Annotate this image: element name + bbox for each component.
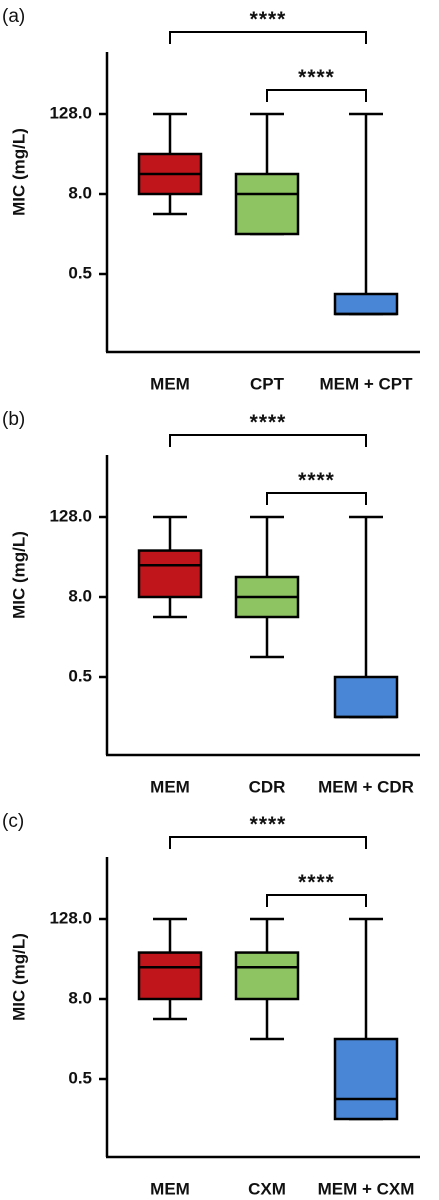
- significance-label: ****: [250, 813, 287, 836]
- significance-label: ****: [298, 871, 335, 894]
- category-label: MEM: [150, 374, 190, 393]
- y-axis-label: MIC (mg/L): [9, 128, 28, 216]
- category-label: CDR: [249, 777, 286, 796]
- significance-bracket: [169, 434, 367, 447]
- y-tick-label: 128.0: [49, 908, 92, 927]
- panel-label: (b): [2, 409, 25, 430]
- category-label: MEM: [150, 777, 190, 796]
- box-1: [137, 515, 203, 619]
- category-label: MEM + CPT: [319, 374, 413, 393]
- panel-label: (c): [2, 811, 24, 832]
- box-2: [234, 515, 300, 659]
- iqr-box: [234, 951, 300, 1001]
- iqr-box: [333, 1037, 399, 1121]
- iqr-box: [137, 951, 203, 1001]
- y-axis-label: MIC (mg/L): [9, 531, 28, 619]
- box-3: [333, 917, 399, 1121]
- significance-label: ****: [298, 469, 335, 492]
- chart-panel: (c) MIC (mg/L) 0.5 8.0 128.0 MEM CXM MEM + CXM *…: [2, 811, 420, 1198]
- y-axis-label: MIC (mg/L): [9, 933, 28, 1021]
- significance-label: ****: [298, 66, 335, 89]
- category-label: CPT: [250, 374, 285, 393]
- chart-panel: (b) MIC (mg/L) 0.5 8.0 128.0 MEM CDR MEM + CDR *…: [2, 409, 420, 796]
- y-tick-label: 8.0: [68, 183, 92, 202]
- y-tick-label: 0.5: [68, 263, 92, 282]
- box-2: [234, 112, 300, 236]
- y-tick-label: 128.0: [49, 103, 92, 122]
- box-1: [137, 112, 203, 216]
- significance-label: ****: [250, 411, 287, 434]
- y-tick-label: 0.5: [68, 1068, 92, 1087]
- y-tick-label: 8.0: [68, 586, 92, 605]
- significance-bracket: [169, 31, 367, 44]
- panel-label: (a): [2, 6, 25, 27]
- category-label: CXM: [248, 1179, 286, 1198]
- box-3: [333, 112, 399, 316]
- significance-bracket: [169, 836, 367, 849]
- iqr-box: [333, 292, 399, 316]
- chart-panel: (a) MIC (mg/L) 0.5 8.0 128.0 MEM CPT MEM + CPT *…: [2, 6, 420, 393]
- significance-bracket: [266, 492, 367, 505]
- iqr-box: [234, 172, 300, 236]
- category-label: MEM + CXM: [318, 1179, 415, 1198]
- iqr-box: [333, 675, 399, 719]
- y-tick-label: 128.0: [49, 506, 92, 525]
- significance-label: ****: [250, 8, 287, 31]
- box-1: [137, 917, 203, 1021]
- y-tick-label: 0.5: [68, 666, 92, 685]
- y-tick-label: 8.0: [68, 988, 92, 1007]
- box-3: [333, 515, 399, 719]
- category-label: MEM + CDR: [318, 777, 414, 796]
- box-2: [234, 917, 300, 1041]
- iqr-box: [137, 549, 203, 599]
- category-label: MEM: [150, 1179, 190, 1198]
- significance-bracket: [266, 894, 367, 907]
- significance-bracket: [266, 89, 367, 102]
